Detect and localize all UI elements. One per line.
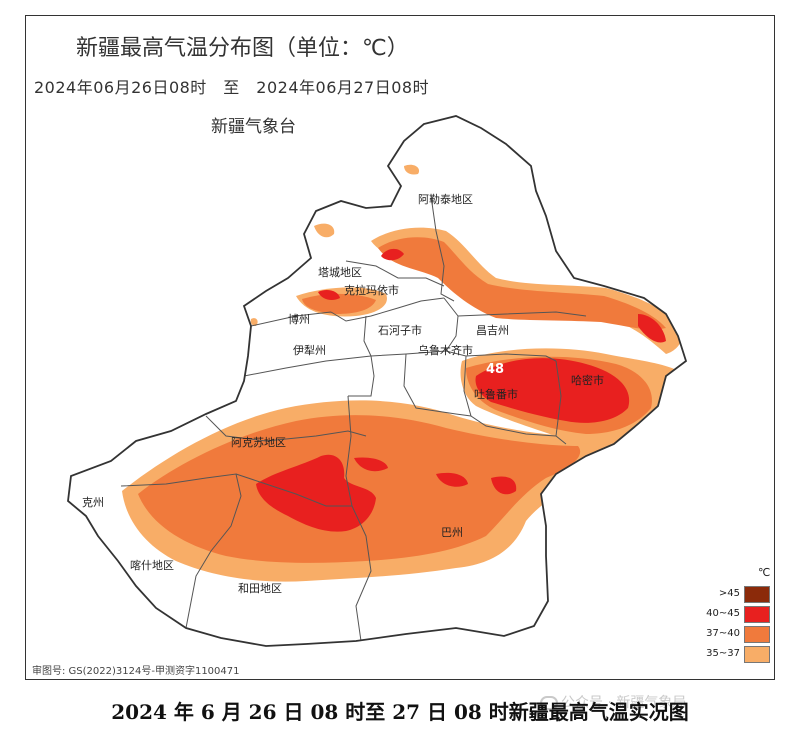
temperature-map: 新疆最高气温分布图（单位：℃） 2024年06月26日08时 至 2024年06… <box>25 15 775 680</box>
label-kezhou: 克州 <box>82 496 104 509</box>
xinjiang-outline <box>67 115 688 647</box>
label-tacheng: 塔城地区 <box>318 266 362 279</box>
legend-swatch <box>744 606 770 623</box>
label-yili: 伊犁州 <box>293 343 326 357</box>
legend-label: >45 <box>718 588 740 599</box>
watermark: 公众号 · 新疆气象局 <box>540 692 686 712</box>
label-shihezi: 石河子市 <box>378 323 422 337</box>
label-kashi: 喀什地区 <box>130 559 174 572</box>
legend-label: 40~45 <box>706 608 740 619</box>
label-kelamayi: 克拉玛依市 <box>344 283 399 297</box>
legend-item-37-40: 37~40 <box>702 626 772 644</box>
legend-swatch <box>744 626 770 643</box>
label-hetian: 和田地区 <box>238 582 282 595</box>
label-bazhou: 巴州 <box>441 526 463 539</box>
legend-item-45-plus: >45 <box>702 586 772 604</box>
legend-unit: ℃ <box>758 566 771 579</box>
label-aletai: 阿勒泰地区 <box>418 192 473 206</box>
label-tulufan: 吐鲁番市 <box>474 387 518 401</box>
label-hami: 哈密市 <box>571 373 604 387</box>
legend-label: 37~40 <box>706 628 740 639</box>
figure-caption: 2024 年 6 月 26 日 08 时至 27 日 08 时新疆最高气温实况图 <box>111 700 689 724</box>
watermark-text: 公众号 · 新疆气象局 <box>561 695 687 711</box>
map-title: 新疆最高气温分布图（单位：℃） <box>76 36 409 61</box>
legend-label: 35~37 <box>706 648 740 659</box>
map-agency: 新疆气象台 <box>211 117 296 137</box>
zone-40-45 <box>256 248 666 532</box>
legend-swatch <box>744 646 770 663</box>
map-canvas: 阿勒泰地区 塔城地区 克拉玛依市 博州 石河子市 昌吉州 乌鲁木齐市 伊犁州 4… <box>67 115 688 647</box>
legend-swatch <box>744 586 770 603</box>
prefecture-boundaries <box>120 195 587 642</box>
label-wulumuqi: 乌鲁木齐市 <box>418 343 473 357</box>
label-changji: 昌吉州 <box>476 324 509 337</box>
wechat-icon <box>540 696 558 710</box>
legend-item-40-45: 40~45 <box>702 606 772 624</box>
legend-item-35-37: 35~37 <box>702 646 772 664</box>
map-period: 2024年06月26日08时 至 2024年06月27日08时 <box>34 78 430 97</box>
max-temperature-label: 48 <box>486 362 504 377</box>
label-bozhou: 博州 <box>288 313 310 326</box>
label-akesu: 阿克苏地区 <box>231 436 286 449</box>
map-approval-number: 审图号: GS(2022)3124号-甲测资字1100471 <box>32 666 240 677</box>
